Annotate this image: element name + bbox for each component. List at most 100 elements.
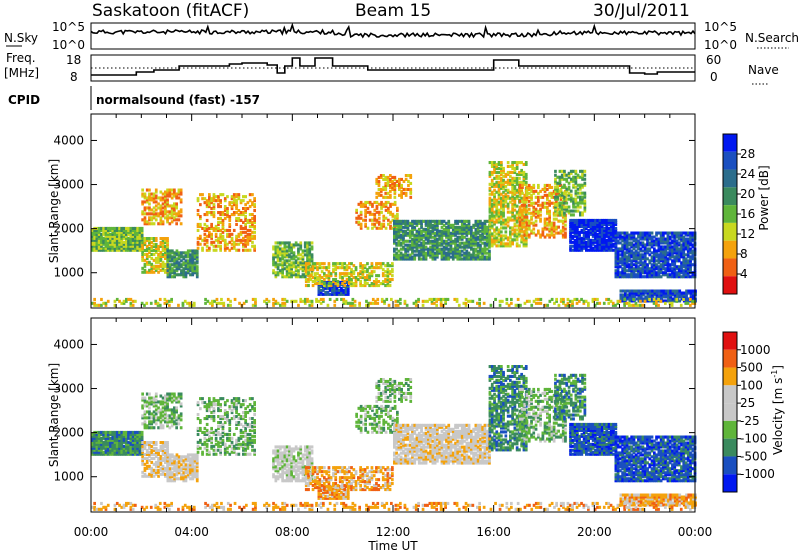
- power-cell: [671, 275, 674, 279]
- power-cell: [134, 236, 137, 240]
- power-cell: [534, 189, 538, 193]
- power-cell: [518, 207, 522, 211]
- power-cell: [493, 220, 496, 224]
- power-cell: [186, 301, 189, 305]
- power-cell: [159, 210, 163, 214]
- power-cell: [422, 241, 426, 245]
- power-cell: [619, 289, 623, 293]
- power-cell: [671, 267, 674, 271]
- power-cell: [427, 227, 430, 231]
- power-cell: [415, 237, 419, 241]
- power-cell: [685, 297, 688, 301]
- power-cell: [632, 263, 636, 267]
- power-cell: [232, 195, 236, 199]
- power-cell: [668, 255, 672, 259]
- power-cell: [281, 275, 284, 279]
- power-cell: [634, 241, 638, 245]
- power-cell: [481, 255, 484, 259]
- power-cell: [357, 272, 360, 276]
- power-cell: [449, 241, 453, 245]
- power-cell: [440, 235, 444, 239]
- power-cell: [504, 204, 508, 208]
- power-cell: [563, 173, 566, 177]
- power-cell: [574, 169, 578, 173]
- power-cell: [605, 230, 609, 234]
- power-cell: [648, 259, 652, 263]
- power-cell: [465, 253, 469, 257]
- power-cell: [308, 257, 312, 261]
- power-cell: [470, 243, 473, 247]
- power-cell: [242, 244, 245, 248]
- power-cell: [580, 240, 584, 244]
- power-cell: [182, 255, 186, 259]
- power-cell: [689, 267, 692, 271]
- power-cell: [382, 202, 386, 206]
- power-cell: [585, 232, 588, 236]
- power-cell: [140, 232, 144, 236]
- power-cell: [578, 236, 581, 240]
- power-cell: [481, 229, 484, 233]
- power-cell: [154, 301, 158, 305]
- power-cell: [154, 260, 158, 264]
- power-cell: [591, 228, 595, 232]
- power-cell: [319, 290, 323, 294]
- power-cell: [226, 246, 229, 250]
- power-cell: [632, 273, 636, 277]
- power-cell: [621, 251, 624, 255]
- power-cell: [513, 214, 517, 218]
- power-cell: [625, 263, 629, 267]
- power-cell: [574, 175, 578, 179]
- power-cell: [303, 301, 307, 305]
- power-cell: [641, 249, 645, 253]
- power-cell: [189, 257, 192, 261]
- cpid-mode: normalsound (fast) -157: [96, 93, 260, 107]
- power-cell: [632, 269, 636, 273]
- power-cell: [532, 201, 536, 205]
- power-cell: [537, 185, 540, 189]
- power-cell: [572, 169, 575, 173]
- power-cell: [177, 261, 181, 265]
- power-cell: [323, 274, 326, 278]
- power-cell: [671, 235, 674, 239]
- power-cell: [447, 219, 451, 223]
- power-cell: [253, 244, 256, 248]
- power-cell: [483, 231, 487, 235]
- power-cell: [548, 223, 551, 227]
- power-cell: [641, 237, 645, 241]
- power-cell: [248, 236, 252, 240]
- power-cell: [554, 173, 557, 177]
- power-cell: [490, 216, 494, 220]
- power-cell: [513, 170, 517, 174]
- power-cell: [463, 219, 466, 223]
- power-cell: [511, 202, 514, 206]
- power-cell: [91, 236, 94, 240]
- power-cell: [424, 255, 428, 259]
- power-cell: [386, 191, 390, 195]
- power-cell: [279, 241, 282, 245]
- power-cell: [325, 274, 328, 278]
- power-cell: [120, 228, 124, 232]
- power-cell: [329, 282, 333, 286]
- power-cell: [318, 278, 322, 282]
- power-cell: [391, 270, 394, 274]
- power-cell: [288, 271, 291, 275]
- power-cell: [548, 229, 551, 233]
- power-cell: [125, 299, 128, 303]
- power-cell: [402, 219, 405, 223]
- power-cell: [504, 180, 508, 184]
- power-cell: [621, 235, 624, 239]
- power-cell: [689, 243, 692, 247]
- power-cell: [634, 253, 638, 257]
- power-cell: [165, 301, 169, 305]
- power-cell: [201, 248, 204, 252]
- power-cell: [311, 276, 315, 280]
- power-cell: [164, 202, 167, 206]
- power-cell: [463, 235, 466, 239]
- power-cell: [166, 190, 169, 194]
- power-cell: [594, 224, 597, 228]
- power-cell: [506, 242, 510, 246]
- power-cell: [472, 241, 475, 245]
- power-cell: [650, 265, 654, 269]
- power-cell: [694, 293, 697, 297]
- power-cell: [318, 276, 322, 280]
